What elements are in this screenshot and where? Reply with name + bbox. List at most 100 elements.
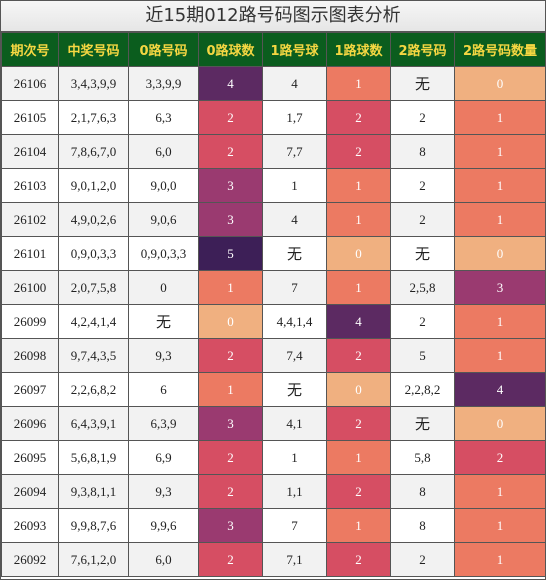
cell-route1-numbers: 7,1 [262, 542, 327, 577]
cell-route2-numbers: 无 [390, 66, 455, 101]
cell-route0-numbers: 0 [128, 270, 199, 305]
header-route2-count: 2路号码数量 [454, 32, 546, 67]
cell-winning-numbers: 6,4,3,9,1 [58, 406, 129, 441]
cell-route2-numbers: 8 [390, 134, 455, 169]
cell-route0-numbers: 3,3,9,9 [128, 66, 199, 101]
cell-route1-count: 1 [326, 202, 391, 237]
cell-winning-numbers: 4,2,4,1,4 [58, 304, 129, 339]
cell-route1-count: 1 [326, 440, 391, 475]
cell-route0-numbers: 6,9 [128, 440, 199, 475]
cell-route1-numbers: 7,4 [262, 338, 327, 373]
cell-route1-count: 2 [326, 406, 391, 441]
cell-route1-count: 2 [326, 100, 391, 135]
cell-route0-numbers: 9,0,0 [128, 168, 199, 203]
cell-route0-count: 3 [198, 202, 263, 237]
cell-route0-numbers: 6,3,9 [128, 406, 199, 441]
header-route0-count: 0路球数 [198, 32, 263, 67]
cell-winning-numbers: 7,8,6,7,0 [58, 134, 129, 169]
cell-route2-count: 3 [454, 270, 546, 305]
cell-winning-numbers: 9,0,1,2,0 [58, 168, 129, 203]
cell-route0-count: 4 [198, 66, 263, 101]
cell-issue: 26093 [1, 508, 59, 543]
header-route2-numbers: 2路号码 [390, 32, 455, 67]
table-row: 26106 3,4,3,9,9 3,3,9,9 4 4 1 无 0 [1, 66, 546, 101]
cell-route0-numbers: 6,3 [128, 100, 199, 135]
cell-route2-count: 1 [454, 508, 546, 543]
cell-route0-numbers: 9,3 [128, 474, 199, 509]
table-row: 26095 5,6,8,1,9 6,9 2 1 1 5,8 2 [1, 440, 546, 475]
cell-winning-numbers: 3,4,3,9,9 [58, 66, 129, 101]
table-row: 26094 9,3,8,1,1 9,3 2 1,1 2 8 1 [1, 474, 546, 509]
cell-route1-numbers: 1 [262, 168, 327, 203]
cell-route2-numbers: 5 [390, 338, 455, 373]
cell-route1-numbers: 1,1 [262, 474, 327, 509]
cell-issue: 26105 [1, 100, 59, 135]
header-row: 期次号 中奖号码 0路号码 0路球数 1路号球 1路球数 2路号码 2路号码数量 [1, 32, 546, 67]
cell-issue: 26099 [1, 304, 59, 339]
cell-route2-count: 1 [454, 542, 546, 577]
cell-route2-count: 0 [454, 66, 546, 101]
cell-route1-count: 1 [326, 270, 391, 305]
cell-route1-count: 2 [326, 542, 391, 577]
cell-route0-numbers: 9,0,6 [128, 202, 199, 237]
cell-issue: 26094 [1, 474, 59, 509]
cell-issue: 26098 [1, 338, 59, 373]
cell-route1-count: 2 [326, 134, 391, 169]
cell-route2-numbers: 2 [390, 100, 455, 135]
cell-winning-numbers: 2,0,7,5,8 [58, 270, 129, 305]
table-row: 26093 9,9,8,7,6 9,9,6 3 7 1 8 1 [1, 508, 546, 543]
header-route1-numbers: 1路号球 [262, 32, 327, 67]
cell-route1-numbers: 1,7 [262, 100, 327, 135]
cell-issue: 26095 [1, 440, 59, 475]
cell-route2-count: 0 [454, 236, 546, 271]
cell-winning-numbers: 9,3,8,1,1 [58, 474, 129, 509]
cell-route1-numbers: 1 [262, 440, 327, 475]
table-row: 26105 2,1,7,6,3 6,3 2 1,7 2 2 1 [1, 100, 546, 135]
cell-issue: 26100 [1, 270, 59, 305]
table-row: 26102 4,9,0,2,6 9,0,6 3 4 1 2 1 [1, 202, 546, 237]
cell-route2-numbers: 8 [390, 474, 455, 509]
cell-winning-numbers: 9,7,4,3,5 [58, 338, 129, 373]
cell-route0-numbers: 6,0 [128, 134, 199, 169]
cell-route2-count: 1 [454, 474, 546, 509]
cell-route2-numbers: 2,5,8 [390, 270, 455, 305]
cell-route1-count: 0 [326, 236, 391, 271]
table-row: 26099 4,2,4,1,4 无 0 4,4,1,4 4 2 1 [1, 304, 546, 339]
cell-route1-numbers: 7 [262, 508, 327, 543]
cell-route2-numbers: 2,2,8,2 [390, 372, 455, 407]
header-issue: 期次号 [1, 32, 59, 67]
cell-route0-numbers: 6 [128, 372, 199, 407]
cell-route2-count: 1 [454, 338, 546, 373]
cell-route2-count: 1 [454, 100, 546, 135]
analysis-table: 期次号 中奖号码 0路号码 0路球数 1路号球 1路球数 2路号码 2路号码数量… [1, 32, 546, 577]
table-row: 26098 9,7,4,3,5 9,3 2 7,4 2 5 1 [1, 338, 546, 373]
table-row: 26096 6,4,3,9,1 6,3,9 3 4,1 2 无 0 [1, 406, 546, 441]
cell-route0-count: 0 [198, 304, 263, 339]
cell-route2-count: 1 [454, 202, 546, 237]
cell-route1-count: 1 [326, 168, 391, 203]
cell-route1-count: 2 [326, 338, 391, 373]
cell-route0-count: 2 [198, 474, 263, 509]
cell-winning-numbers: 4,9,0,2,6 [58, 202, 129, 237]
table-row: 26103 9,0,1,2,0 9,0,0 3 1 1 2 1 [1, 168, 546, 203]
cell-route0-count: 3 [198, 406, 263, 441]
cell-route2-numbers: 2 [390, 542, 455, 577]
cell-route1-count: 1 [326, 508, 391, 543]
cell-route1-numbers: 无 [262, 372, 327, 407]
cell-route1-numbers: 4 [262, 202, 327, 237]
cell-issue: 26103 [1, 168, 59, 203]
table-row: 26100 2,0,7,5,8 0 1 7 1 2,5,8 3 [1, 270, 546, 305]
cell-route1-numbers: 4,4,1,4 [262, 304, 327, 339]
page-title: 近15期012路号码图示图表分析 [1, 1, 545, 32]
table-row: 26104 7,8,6,7,0 6,0 2 7,7 2 8 1 [1, 134, 546, 169]
cell-route0-count: 2 [198, 338, 263, 373]
cell-route0-count: 2 [198, 100, 263, 135]
cell-route2-count: 1 [454, 168, 546, 203]
cell-route0-count: 1 [198, 372, 263, 407]
cell-route2-numbers: 8 [390, 508, 455, 543]
cell-route1-count: 0 [326, 372, 391, 407]
cell-route1-numbers: 4,1 [262, 406, 327, 441]
cell-route2-count: 4 [454, 372, 546, 407]
cell-winning-numbers: 5,6,8,1,9 [58, 440, 129, 475]
cell-route0-count: 5 [198, 236, 263, 271]
